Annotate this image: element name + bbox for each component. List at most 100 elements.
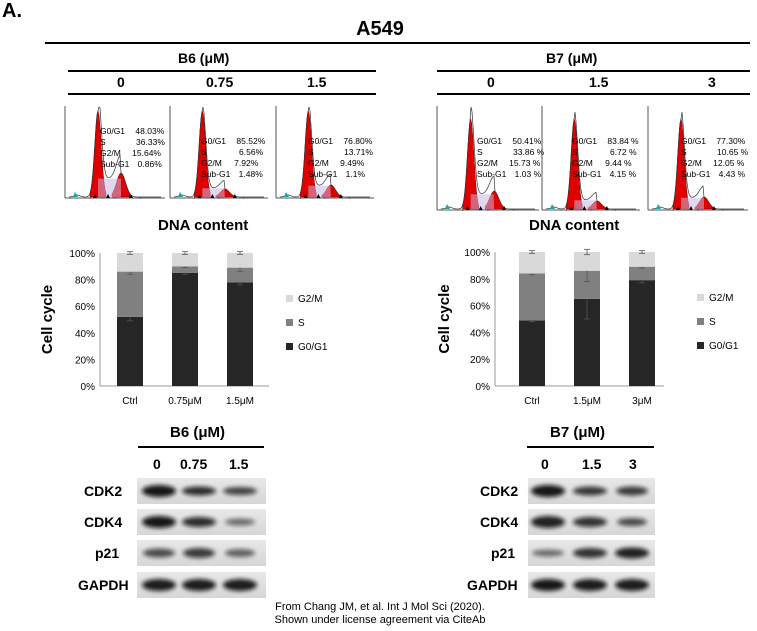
flow-row: S 6.72 % [572, 147, 637, 157]
y-tick-label: 100% [464, 248, 490, 259]
left-wb-label-cdk4: CDK4 [84, 514, 123, 530]
flow-row: S 10.65 % [681, 147, 749, 157]
left-wb-dose-0: 0 [153, 456, 161, 472]
y-tick-label: 0% [476, 382, 491, 393]
bar-segment-s [117, 271, 143, 317]
blot-band [223, 487, 257, 495]
blot-band [615, 579, 649, 591]
left-compound-label: B6 (μM) [178, 50, 230, 66]
legend-swatch [286, 343, 293, 350]
s-phase-fill [98, 178, 121, 197]
bar-segment-g2-m [227, 253, 253, 268]
bar-segment-g0-g1 [117, 316, 143, 386]
blot-band [531, 579, 565, 591]
s-phase-fill [470, 194, 495, 209]
gate-marker [93, 194, 97, 198]
y-tick-label: 40% [470, 328, 490, 339]
subg1-marker [445, 204, 450, 209]
gate-marker [465, 206, 470, 210]
subg1-marker [284, 192, 289, 197]
bar-segment-g0-g1 [519, 320, 545, 386]
flow-row: S 13.71% [308, 147, 373, 157]
right-compound-line [437, 70, 750, 72]
credit-text: From Chang JM, et al. Int J Mol Sci (202… [200, 601, 560, 627]
legend-swatch [286, 295, 293, 302]
bar-segment-g2-m [117, 253, 143, 272]
subg1-marker [73, 192, 78, 197]
flow-row: Sub-G1 4.43 % [681, 169, 746, 179]
bar-segment-s [227, 267, 253, 283]
histogram-outline [651, 112, 744, 210]
legend-swatch [697, 318, 704, 325]
flow-stats-left-0: G0/G1 48.03% S 36.33% G2/M 15.64% Sub-G1… [100, 126, 165, 170]
flow-row: G0/G1 83.84 % [572, 136, 639, 146]
histogram-outline [545, 112, 636, 210]
credit-line-1: From Chang JM, et al. Int J Mol Sci (202… [275, 601, 485, 613]
left-cell-cycle-chart: 0% 20% 40% 60% 80% 100% Cell cycle Ctrl 0.75μM 1.… [39, 249, 328, 407]
flow-stats-right-0: G0/G1 50.41% S 33.86 % G2/M 15.73 % Sub-… [477, 136, 544, 180]
legend-label: G2/M [298, 294, 322, 305]
right-dose-line [437, 93, 750, 95]
flow-row: S 36.33% [100, 137, 165, 147]
legend-swatch [697, 342, 704, 349]
flow-row: G0/G1 50.41% [477, 136, 542, 146]
flow-row: Sub-G1 1.48% [201, 169, 263, 179]
panel-label: A. [2, 0, 22, 22]
histogram-frame [542, 106, 640, 210]
cell-line-title: A549 [356, 18, 404, 40]
title-underline [45, 42, 750, 44]
gate-marker [604, 206, 609, 210]
left-wb-dose-2: 1.5 [229, 456, 249, 472]
legend-swatch [286, 319, 293, 326]
right-wb-label-p21: p21 [491, 545, 516, 561]
blot-band [142, 579, 176, 591]
left-dose-0: 0 [117, 74, 125, 90]
left-compound-line [68, 70, 376, 72]
blot-band [616, 486, 648, 496]
s-phase-fill [308, 185, 331, 197]
blot-band [573, 517, 607, 527]
histogram-frame [170, 106, 268, 198]
flow-stats-right-1: G0/G1 83.84 % S 6.72 % G2/M 9.44 % Sub-G… [572, 136, 639, 180]
right-wb-dose-1: 1.5 [582, 456, 602, 472]
left-dose-1: 0.75 [206, 74, 234, 90]
left-wb-label-gapdh: GAPDH [78, 577, 129, 593]
flow-histograms [64, 106, 748, 211]
y-tick-label: 100% [69, 249, 95, 260]
flow-row: S 33.86 % [477, 147, 545, 157]
gate-marker [502, 206, 507, 210]
left-dose-2: 1.5 [307, 74, 327, 90]
histogram-outline [68, 106, 161, 198]
right-wb-dose-0: 0 [541, 456, 549, 472]
s-phase-fill [202, 188, 225, 197]
bar-segment-g0-g1 [172, 272, 198, 386]
gate-marker [712, 206, 716, 210]
gate-marker [106, 194, 110, 198]
gate-marker [478, 206, 483, 210]
credit-line-2: Shown under license agreement via CiteAb [274, 614, 486, 626]
gate-marker [582, 206, 587, 210]
flow-row: Sub-G1 1.03 % [477, 169, 542, 179]
right-wb-label-cdk2: CDK2 [480, 483, 519, 499]
blot-band [142, 516, 176, 528]
blot-band [225, 518, 255, 526]
bar-segment-s [519, 273, 545, 321]
flow-row: G0/G1 76.80% [308, 136, 373, 146]
y-axis-label: Cell cycle [436, 284, 453, 353]
x-tick-label: 1.5μM [573, 396, 601, 407]
blot-band [142, 485, 176, 497]
gate-marker [303, 194, 308, 198]
gate-marker [338, 194, 343, 198]
flow-row: Sub-G1 0.86% [100, 159, 162, 169]
legend-label: G2/M [709, 293, 733, 304]
blot-band [531, 485, 565, 497]
flow-row: G2/M 12.05 % [681, 158, 745, 168]
x-tick-label: 0.75μM [168, 396, 202, 407]
left-dna-content-label: DNA content [158, 217, 249, 234]
right-cell-cycle-chart: 0% 20% 40% 60% 80% 100% Cell cycle Ctrl 1.5μM 3μM… [436, 248, 739, 407]
flow-row: G0/G1 48.03% [100, 126, 165, 136]
y-tick-label: 20% [75, 355, 95, 366]
legend-swatch [697, 294, 704, 301]
y-axis-label: Cell cycle [39, 285, 56, 354]
right-compound-label: B7 (μM) [546, 50, 598, 66]
